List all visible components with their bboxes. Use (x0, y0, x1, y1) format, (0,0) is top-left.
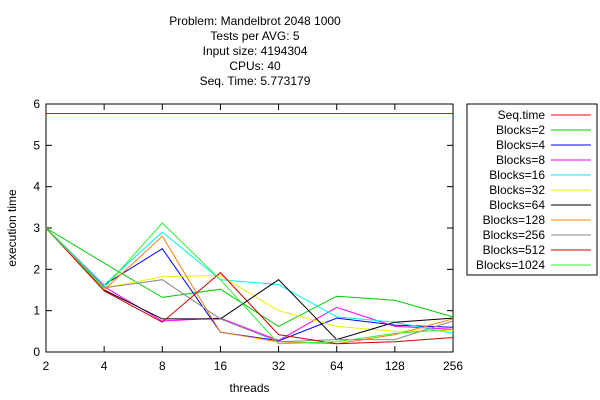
series-line-blocks-32 (45, 227, 454, 332)
y-tick-label: 3 (33, 221, 40, 235)
series-line-blocks-512 (45, 227, 454, 345)
legend-label: Blocks=32 (489, 183, 545, 197)
series-line-blocks-128 (45, 227, 454, 345)
legend-label: Blocks=16 (489, 168, 545, 182)
series-line-blocks-2 (45, 227, 454, 327)
x-axis-label: threads (229, 381, 269, 395)
legend-label: Blocks=4 (496, 138, 545, 152)
y-tick-label: 6 (33, 97, 40, 111)
y-tick-label: 0 (33, 345, 40, 359)
y-tick-label: 1 (33, 304, 40, 318)
legend-label: Blocks=2 (496, 123, 545, 137)
title-line: Seq. Time: 5.773179 (200, 74, 311, 88)
legend-label: Seq.time (498, 108, 546, 122)
x-tick-label: 64 (330, 359, 344, 373)
series-line-blocks-256 (45, 227, 454, 343)
y-tick-label: 4 (33, 180, 40, 194)
legend-label: Blocks=8 (496, 153, 545, 167)
legend-label: Blocks=128 (483, 213, 546, 227)
legend: Seq.timeBlocks=2Blocks=4Blocks=8Blocks=1… (476, 108, 591, 272)
legend-label: Blocks=1024 (476, 258, 545, 272)
x-tick-label: 32 (272, 359, 286, 373)
y-axis-label: execution time (5, 189, 19, 267)
x-tick-label: 4 (101, 359, 108, 373)
x-tick-label: 2 (43, 359, 50, 373)
x-tick-label: 128 (385, 359, 405, 373)
title-line: Input size: 4194304 (203, 44, 308, 58)
title-line: Tests per AVG: 5 (210, 29, 299, 43)
y-axis-ticks: 0 1 2 3 4 5 6 (33, 97, 453, 359)
series-lines (45, 113, 454, 345)
series-line-blocks-1024 (45, 222, 454, 345)
plot-frame (45, 103, 454, 353)
title-line: Problem: Mandelbrot 2048 1000 (169, 14, 341, 28)
x-tick-label: 256 (443, 359, 463, 373)
y-tick-label: 2 (33, 262, 40, 276)
series-line-blocks-16 (45, 227, 454, 334)
legend-label: Blocks=256 (483, 228, 546, 242)
x-axis-ticks: 2 4 8 16 32 64 128 256 (43, 104, 463, 373)
y-tick-label: 5 (33, 138, 40, 152)
legend-label: Blocks=512 (483, 243, 546, 257)
x-tick-label: 16 (214, 359, 228, 373)
legend-label: Blocks=64 (489, 198, 545, 212)
series-line-blocks-8 (45, 227, 454, 341)
x-tick-label: 8 (159, 359, 166, 373)
series-line-blocks-64 (45, 227, 454, 341)
title-line: CPUs: 40 (229, 59, 281, 73)
